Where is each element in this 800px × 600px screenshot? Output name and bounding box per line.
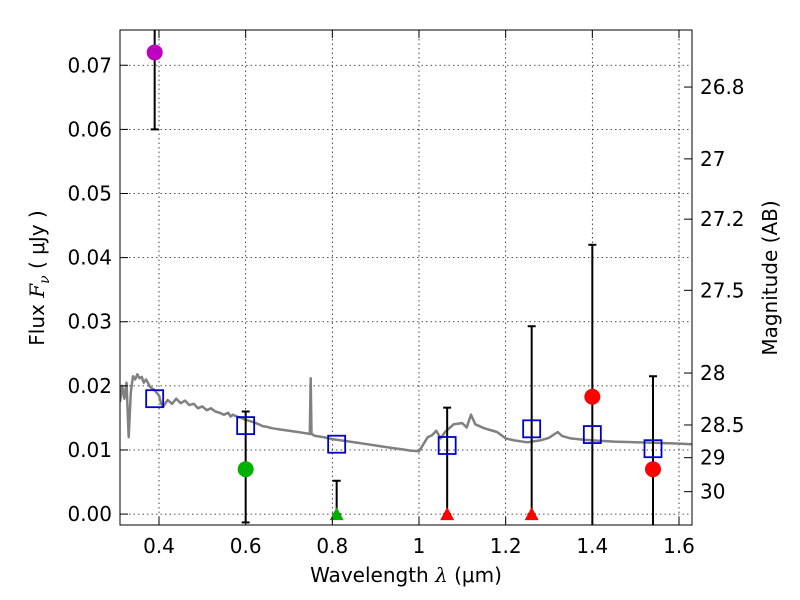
upper-limit-triangle [329, 507, 344, 521]
model-photometry-box [582, 425, 602, 444]
x-tick-label: 1.6 [663, 534, 695, 558]
x-tick-label: 1.2 [490, 534, 522, 558]
x-tick-label: 1.4 [576, 534, 608, 558]
right-tick-label: 29 [700, 446, 725, 470]
plot-frame [119, 29, 693, 526]
right-tick-label: 27 [700, 147, 725, 171]
x-tick-label: 1 [413, 534, 426, 558]
observed-flux-point [584, 388, 601, 405]
grid-lines [120, 30, 692, 525]
axis-ticks: 0.4 0.6 0.8 1 1.2 1.4 1.6 0.00 0.01 0.02 0.03 0.04 0… [67, 30, 745, 558]
upper-limit-triangle [524, 507, 539, 521]
model-photometry-box [437, 436, 457, 455]
y-tick-label: 0.06 [67, 117, 112, 141]
right-tick-label: 28.5 [700, 413, 745, 437]
x-tick-label: 0.6 [230, 534, 262, 558]
y-tick-label: 0.04 [67, 246, 112, 270]
y-tick-label: 0.01 [67, 438, 112, 462]
model-photometry-box [236, 416, 256, 436]
observed-flux-point [237, 461, 254, 478]
model-spectrum-layer [120, 373, 692, 453]
errorbar-layer [150, 30, 657, 525]
right-tick-label: 27.5 [700, 278, 745, 302]
y-axis-label: Flux Fν ( μJy ) [25, 210, 53, 345]
observed-flux-point [146, 44, 163, 61]
model-photometry-box [145, 389, 165, 409]
y-tick-label: 0.00 [67, 502, 112, 526]
model-photometry-box [522, 419, 542, 439]
observation-layer [146, 44, 661, 521]
y-tick-label: 0.03 [67, 310, 112, 334]
model-photometry-box [643, 439, 663, 459]
x-tick-label: 0.4 [143, 534, 175, 558]
right-tick-label: 27.2 [700, 207, 745, 231]
model-spectrum-line [120, 373, 692, 453]
right-tick-label: 26.8 [700, 75, 745, 99]
x-axis-label: Wavelength λ (μm) [310, 563, 502, 587]
y-tick-label: 0.05 [67, 182, 112, 206]
model-box-layer [145, 389, 663, 459]
right-tick-label: 28 [700, 361, 725, 385]
right-tick-label: 30 [700, 480, 725, 504]
upper-limit-triangle [440, 507, 455, 521]
y-tick-label: 0.07 [67, 53, 112, 77]
y-axis-label-right: Magnitude (AB) [758, 200, 782, 355]
model-photometry-box [327, 434, 347, 454]
observed-flux-point [645, 461, 661, 478]
y-tick-label: 0.02 [67, 374, 112, 398]
x-tick-label: 0.8 [316, 534, 348, 558]
